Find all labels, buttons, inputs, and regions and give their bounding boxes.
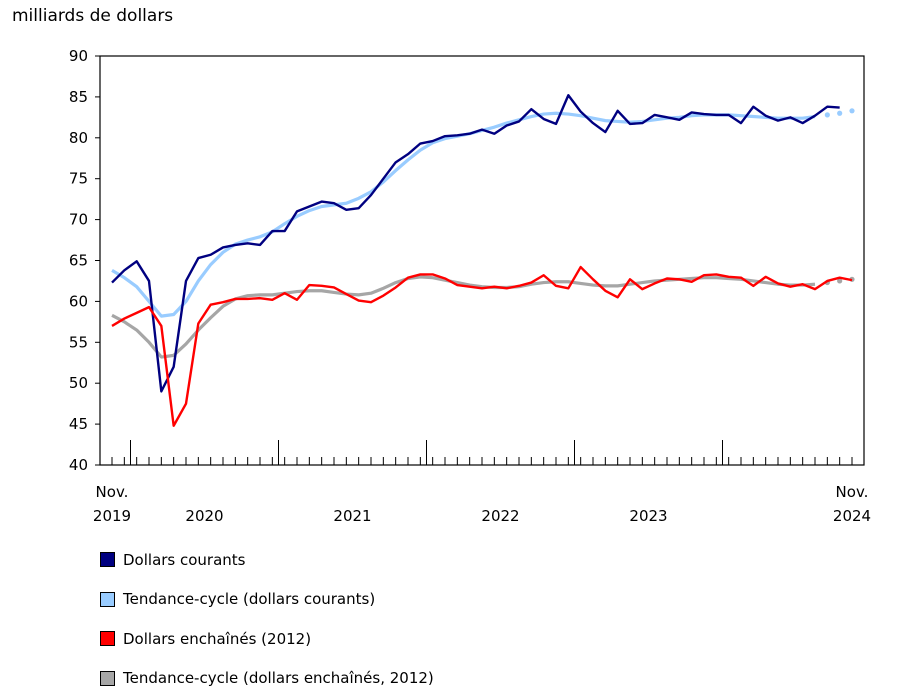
y-tick-label-70: 70 [69, 211, 88, 229]
y-tick-label-90: 90 [69, 47, 88, 65]
legend-swatch-chained-dollars [100, 631, 115, 646]
x-label-year-3: 2022 [481, 507, 519, 525]
series-trend-current-projected-point-60 [849, 108, 854, 113]
legend-label-trend-chained: Tendance-cycle (dollars enchaînés, 2012) [123, 669, 434, 687]
legend-swatch-current-dollars [100, 552, 115, 567]
x-label-year-5: 2024 [833, 507, 871, 525]
legend-item-chained-dollars: Dollars enchaînés (2012) [100, 619, 434, 659]
legend-label-current-dollars: Dollars courants [123, 551, 246, 569]
line-chart: 40 45 50 55 60 65 70 75 80 85 90 Nov. 2019 2020 2021 20… [0, 0, 904, 540]
legend-item-trend-chained: Tendance-cycle (dollars enchaînés, 2012) [100, 659, 434, 698]
legend-item-trend-current: Tendance-cycle (dollars courants) [100, 580, 434, 620]
x-label-year-4: 2023 [629, 507, 667, 525]
x-label-line1-0: Nov. [96, 483, 129, 501]
legend-item-current-dollars: Dollars courants [100, 540, 434, 580]
series-current-dollars [112, 95, 840, 391]
y-tick-label-55: 55 [69, 333, 88, 351]
series-trend-current-projected-point-59 [837, 111, 842, 116]
series-chained-dollars [112, 267, 852, 426]
y-tick-label-50: 50 [69, 374, 88, 392]
y-tick-label-65: 65 [69, 252, 88, 270]
legend-swatch-trend-current [100, 592, 115, 607]
y-tick-label-75: 75 [69, 170, 88, 188]
y-tick-label-60: 60 [69, 292, 88, 310]
x-label-line1-5: Nov. [836, 483, 869, 501]
y-tick-label-45: 45 [69, 415, 88, 433]
x-label-year-0: 2019 [93, 507, 131, 525]
legend-label-chained-dollars: Dollars enchaînés (2012) [123, 630, 311, 648]
legend-label-trend-current: Tendance-cycle (dollars courants) [123, 590, 375, 608]
legend: Dollars courants Tendance-cycle (dollars… [100, 540, 434, 698]
legend-swatch-trend-chained [100, 671, 115, 686]
x-label-year-1: 2020 [185, 507, 223, 525]
x-label-year-2: 2021 [333, 507, 371, 525]
y-tick-label-80: 80 [69, 129, 88, 147]
series-trend-current-projected-point-58 [825, 112, 830, 117]
y-tick-label-85: 85 [69, 88, 88, 106]
y-tick-label-40: 40 [69, 456, 88, 474]
series-trend-chained [112, 277, 815, 357]
